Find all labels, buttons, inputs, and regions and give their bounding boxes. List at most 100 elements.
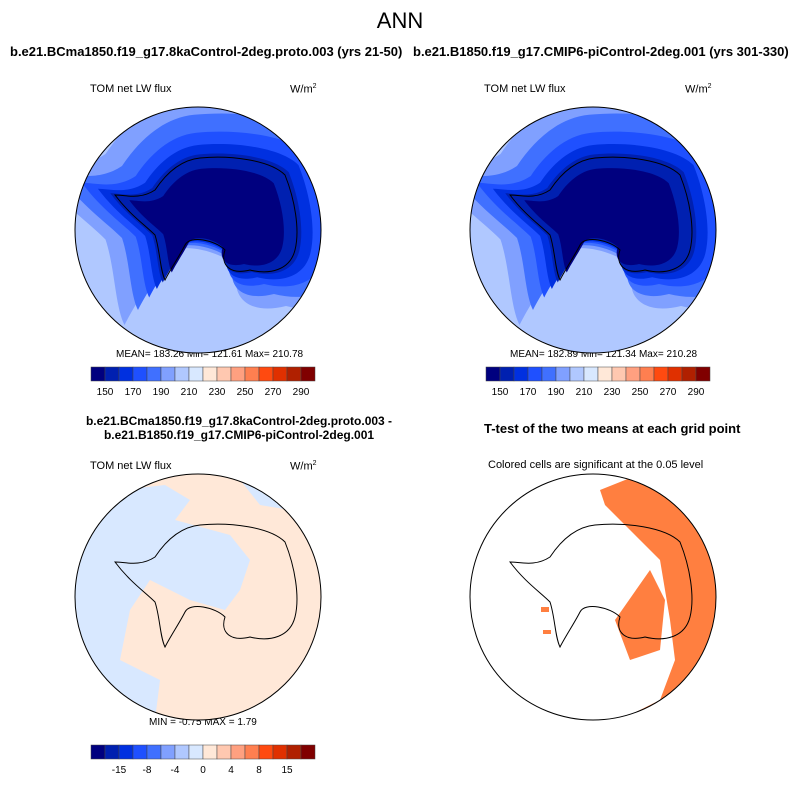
colorbar-tick-label: 210 [181, 387, 198, 398]
colorbar-tick-label: -8 [143, 765, 152, 776]
map-fill [75, 474, 321, 720]
colorbar-tick-label: 290 [293, 387, 310, 398]
panel2-colorbar: 150 170 190 210 230 250 270 290 [485, 366, 711, 398]
panel2-variable: TOM net LW flux [484, 83, 566, 95]
map-fill [75, 107, 321, 353]
map-border [74, 473, 322, 721]
colorbar-tick-label: -15 [112, 765, 127, 776]
panel1-units: W/m2 [290, 83, 317, 96]
panel1-map [74, 106, 322, 354]
colorbar-swatch [272, 366, 288, 382]
map-border [74, 106, 322, 354]
colorbar-swatch [639, 366, 655, 382]
colorbar-tick-label: 270 [660, 387, 677, 398]
colorbar-swatch [216, 366, 232, 382]
colorbar-swatch [611, 366, 627, 382]
panel3-units: W/m2 [290, 460, 317, 473]
colorbar-swatch [188, 366, 204, 382]
colorbar-swatch [104, 366, 120, 382]
map-border [469, 106, 717, 354]
colorbar-tick-label: 0 [200, 765, 206, 776]
panel1-title: b.e21.BCma1850.f19_g17.8kaControl-2deg.p… [10, 44, 403, 59]
significant-region [600, 474, 716, 720]
colorbar-swatch [695, 366, 711, 382]
colorbar-tick-label: 270 [265, 387, 282, 398]
colorbar-swatch [132, 366, 148, 382]
significant-region [615, 570, 665, 660]
panel2-map [469, 106, 717, 354]
colorbar-swatch [118, 744, 134, 760]
colorbar-swatch [653, 366, 669, 382]
panel3-variable: TOM net LW flux [90, 460, 172, 472]
colorbar-swatch [513, 366, 529, 382]
colorbar-tick-label: 15 [281, 765, 293, 776]
panel2-title: b.e21.B1850.f19_g17.CMIP6-piControl-2deg… [413, 44, 789, 59]
colorbar-tick-label: 230 [209, 387, 226, 398]
colorbar-swatch [118, 366, 134, 382]
colorbar-swatch [146, 366, 162, 382]
panel3-title: b.e21.BCma1850.f19_g17.8kaControl-2deg.p… [85, 414, 393, 442]
colorbar-swatch [244, 744, 260, 760]
negative-region [75, 474, 250, 720]
panel1-stats: MEAN= 183.26 Min= 121.61 Max= 210.78 [116, 349, 304, 360]
colorbar-swatch [569, 366, 585, 382]
colorbar-swatch [625, 366, 641, 382]
panel4-map [469, 473, 717, 721]
colorbar-swatch [555, 366, 571, 382]
colorbar-tick-label: 290 [688, 387, 705, 398]
colorbar-tick-label: 250 [632, 387, 649, 398]
colorbar-swatch [188, 744, 204, 760]
significant-cell [543, 630, 551, 634]
colorbar-tick-label: 150 [97, 387, 114, 398]
colorbar-swatch [104, 744, 120, 760]
panel3-stats: MIN = -0.75 MAX = 1.79 [149, 717, 257, 728]
colorbar-swatch [174, 744, 190, 760]
colorbar-tick-label: 170 [520, 387, 537, 398]
colorbar-swatch [174, 366, 190, 382]
figure-title: ANN [376, 8, 424, 33]
map-fill [541, 474, 716, 720]
significant-cell [541, 607, 549, 612]
colorbar-swatch [216, 744, 232, 760]
colorbar-swatch [160, 366, 176, 382]
colorbar-swatch [499, 366, 515, 382]
colorbar-swatch [667, 366, 683, 382]
colorbar-swatch [597, 366, 613, 382]
colorbar-tick-label: 150 [492, 387, 509, 398]
panel3-map [74, 473, 322, 721]
map-fill [470, 107, 716, 353]
colorbar-swatch [541, 366, 557, 382]
colorbar-swatch [202, 744, 218, 760]
colorbar-swatch [272, 744, 288, 760]
panel1-colorbar: 150 170 190 210 230 250 270 290 [90, 366, 316, 398]
colorbar-swatch [681, 366, 697, 382]
panel4-subtitle: Colored cells are significant at the 0.0… [488, 459, 704, 471]
colorbar-swatch [286, 744, 302, 760]
colorbar-swatch [258, 366, 274, 382]
colorbar-swatch [258, 744, 274, 760]
colorbar-swatch [286, 366, 302, 382]
colorbar-swatch [485, 366, 501, 382]
colorbar-tick-label: 190 [153, 387, 170, 398]
colorbar-tick-label: 250 [237, 387, 254, 398]
map-border [469, 473, 717, 721]
colorbar-tick-label: 8 [256, 765, 262, 776]
colorbar-swatch [583, 366, 599, 382]
colorbar-swatch [90, 744, 106, 760]
colorbar-swatch [230, 366, 246, 382]
colorbar-tick-label: 230 [604, 387, 621, 398]
panel2-stats: MEAN= 182.89 Min= 121.34 Max= 210.28 [510, 349, 698, 360]
panel2-units: W/m2 [685, 83, 712, 96]
colorbar-tick-label: -4 [171, 765, 180, 776]
colorbar-swatch [300, 366, 316, 382]
colorbar-swatch [146, 744, 162, 760]
colorbar-tick-label: 4 [228, 765, 234, 776]
colorbar-tick-label: 170 [125, 387, 142, 398]
panel1-variable: TOM net LW flux [90, 83, 172, 95]
colorbar-swatch [527, 366, 543, 382]
colorbar-swatch [202, 366, 218, 382]
panel4-title: T-test of the two means at each grid poi… [484, 421, 741, 436]
colorbar-tick-label: 190 [548, 387, 565, 398]
colorbar-swatch [160, 744, 176, 760]
